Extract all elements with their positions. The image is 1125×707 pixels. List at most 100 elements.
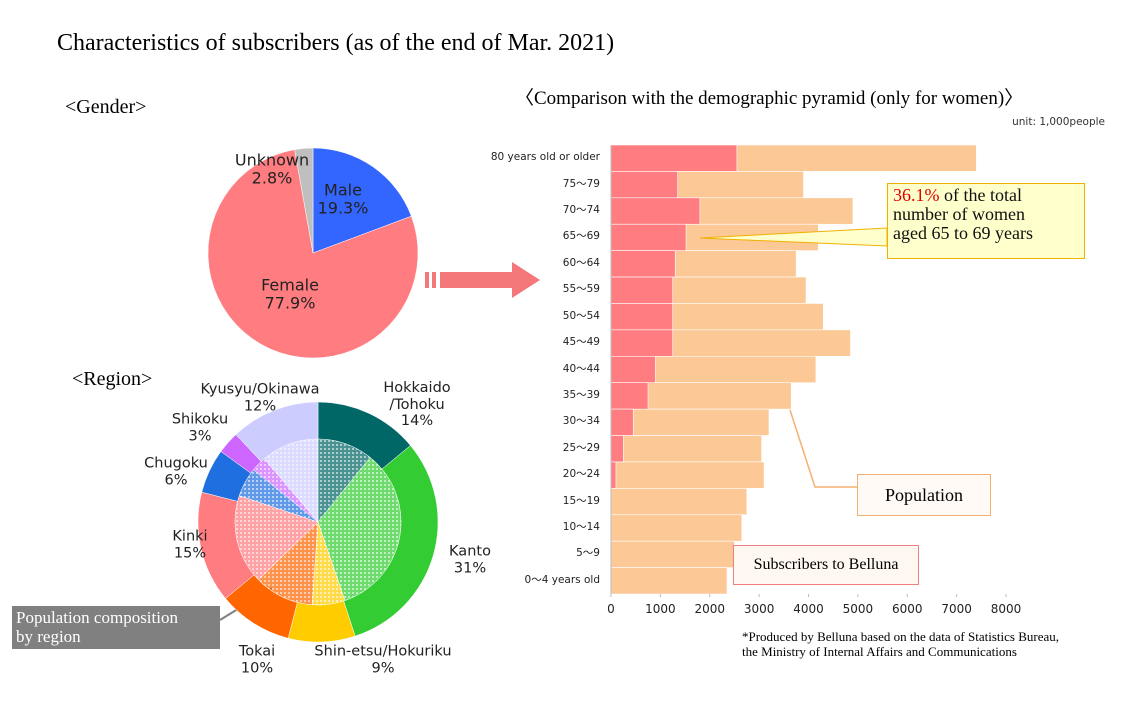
bar [610,223,687,251]
pattern-overlay [235,439,401,605]
bar [610,408,634,436]
series-label: Population composition by region [12,606,220,650]
bar [610,144,738,172]
legend-population: Population [857,474,991,516]
value-label: 2.8% [251,169,293,188]
x-tick-label: 3000 [743,602,775,617]
slice [287,600,356,643]
y-tick-label: 5～9 [576,547,600,560]
value-label: 9% [371,660,395,676]
category-label: Unknown [234,150,310,170]
category-label: Tokai [238,643,276,660]
bar [610,171,678,199]
region-label: Kinki 15% [172,528,207,561]
value-label: 12% [243,398,277,414]
chart-title: <Region> [72,368,153,390]
bar [610,461,765,489]
y-tick-label: 50～54 [562,309,600,322]
slice [294,147,314,254]
value-label: 6% [164,472,188,488]
y-tick-label: 75～79 [562,177,600,190]
region-label: Kanto 31% [449,543,491,576]
bar [610,514,743,542]
region-label: Chugoku 6% [144,455,208,488]
bar [610,355,656,384]
y-tick-label: 60～64 [562,256,600,269]
bar [610,488,748,516]
region-label: Kyusyu/Okinawa 12% [200,381,319,414]
footnote: *Produced by Belluna based on the data o… [742,629,1059,659]
category-label: Kinki [172,528,208,545]
category-label: Hokkaido /Tohoku [383,379,451,413]
category-label: Kyusyu/Okinawa [200,381,320,398]
y-tick-label: 0～4 years old [524,573,600,586]
bar [610,435,624,463]
page-title: Characteristics of subscribers (as of th… [57,30,615,56]
x-tick-label: 1000 [645,602,676,617]
y-tick-label: 80 years old or older [490,151,600,164]
region-label: Hokkaido /Tohoku 14% [383,380,450,430]
bar [610,540,735,568]
bar [610,435,762,463]
region-label: Tokai 10% [239,643,275,676]
y-tick-label: 15～19 [562,494,600,507]
x-tick-label: 7000 [941,602,972,617]
arrow [425,262,540,298]
value-label: 15% [173,545,207,561]
x-tick-label: 5000 [842,602,874,617]
x-tick-label: 6000 [891,602,923,617]
y-tick-label: 70～74 [562,204,600,217]
unit-label: unit: 1,000people [1012,116,1105,128]
category-label: Female [261,275,319,295]
category-label: Chugoku [144,455,208,472]
x-tick-label: 4000 [793,602,824,617]
y-tick-label: 25～29 [562,441,600,454]
bar [610,197,701,225]
category-label: Kanto [449,543,491,560]
bar [610,276,674,304]
annotation: 36.1% of the total number of women aged … [887,183,1085,259]
value-label: 77.9% [264,294,316,313]
slice [312,147,412,254]
slice [207,149,419,359]
y-tick-label: 10～14 [562,520,600,533]
y-tick-label: 45～49 [562,336,600,349]
population-connector [789,409,857,488]
category-label: Shin-etsu/Hokuriku [314,643,452,660]
legend-subscribers: Subscribers to Belluna [733,545,919,585]
slice-label: Female 77.9% [261,275,319,314]
y-tick-label: 40～44 [562,362,600,375]
y-tick-label: 35～39 [562,388,600,401]
bar [610,382,649,410]
annotation-text: of the total number of women aged 65 to … [893,185,1033,243]
chart-title: 〈Comparison with the demographic pyramid… [515,88,1024,109]
x-tick-label: 2000 [694,602,726,617]
bar [610,461,617,489]
region-label: Shin-etsu/Hokuriku 9% [314,643,451,676]
slice-label: Unknown 2.8% [234,150,310,189]
bar [610,250,676,278]
value-label: 31% [453,560,487,576]
value-label: 3% [188,428,212,444]
x-tick-label: 0 [607,602,615,617]
slice-label: Male 19.3% [317,180,369,219]
bar [610,408,770,436]
region-label: Shikoku 3% [172,411,228,444]
value-label: 14% [400,413,434,430]
x-tick-label: 8000 [990,602,1022,617]
category-label: Shikoku [171,411,229,428]
category-label: Male [324,180,362,200]
y-tick-label: 30～34 [562,415,600,428]
y-tick-label: 55～59 [562,283,600,296]
y-tick-label: 65～69 [562,230,600,243]
value-label: 19.3% [317,199,369,218]
value-label: 10% [240,660,274,676]
bar [610,303,674,331]
chart-title: <Gender> [65,96,147,118]
bar [610,567,728,595]
y-tick-label: 20～24 [562,468,600,481]
annotation-highlight: 36.1% [893,185,940,205]
bar [610,329,674,357]
